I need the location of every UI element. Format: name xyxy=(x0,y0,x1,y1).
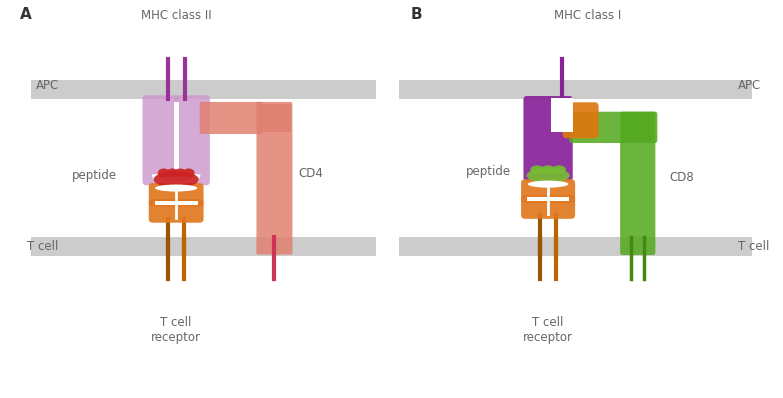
Bar xyxy=(399,237,752,256)
Text: peptide: peptide xyxy=(466,165,511,178)
Text: T cell
receptor: T cell receptor xyxy=(151,316,201,344)
Bar xyxy=(551,98,573,133)
FancyBboxPatch shape xyxy=(562,102,599,139)
Text: MHC class II: MHC class II xyxy=(141,9,211,22)
Ellipse shape xyxy=(174,168,186,177)
FancyBboxPatch shape xyxy=(620,112,655,255)
Text: peptide: peptide xyxy=(72,169,117,182)
FancyBboxPatch shape xyxy=(569,112,658,143)
FancyBboxPatch shape xyxy=(524,96,573,181)
Text: T cell: T cell xyxy=(27,240,59,253)
Ellipse shape xyxy=(157,168,170,177)
Text: T cell: T cell xyxy=(738,240,770,253)
FancyBboxPatch shape xyxy=(521,195,576,219)
Bar xyxy=(622,114,653,140)
Ellipse shape xyxy=(155,185,197,191)
Text: B: B xyxy=(411,7,423,22)
Bar xyxy=(155,201,198,205)
Ellipse shape xyxy=(153,171,199,187)
FancyBboxPatch shape xyxy=(143,95,179,185)
Ellipse shape xyxy=(528,181,568,187)
Text: T cell
receptor: T cell receptor xyxy=(523,316,573,344)
Bar xyxy=(399,80,752,99)
FancyBboxPatch shape xyxy=(174,95,210,185)
Ellipse shape xyxy=(167,168,179,177)
FancyBboxPatch shape xyxy=(257,102,293,255)
Text: APC: APC xyxy=(738,79,761,92)
FancyBboxPatch shape xyxy=(521,179,576,203)
Text: APC: APC xyxy=(35,79,59,92)
Bar xyxy=(31,80,376,99)
FancyBboxPatch shape xyxy=(149,199,204,223)
Bar xyxy=(527,197,569,201)
Text: CD4: CD4 xyxy=(298,167,323,180)
Ellipse shape xyxy=(530,165,544,174)
Ellipse shape xyxy=(552,165,566,174)
FancyBboxPatch shape xyxy=(200,102,262,134)
Ellipse shape xyxy=(526,168,570,183)
Bar xyxy=(31,237,376,256)
Text: CD8: CD8 xyxy=(669,171,695,184)
Text: A: A xyxy=(20,7,31,22)
Text: MHC class I: MHC class I xyxy=(554,9,621,22)
Bar xyxy=(258,104,291,132)
Ellipse shape xyxy=(183,168,195,177)
Ellipse shape xyxy=(541,165,555,174)
FancyBboxPatch shape xyxy=(149,183,204,207)
Bar xyxy=(174,102,179,178)
